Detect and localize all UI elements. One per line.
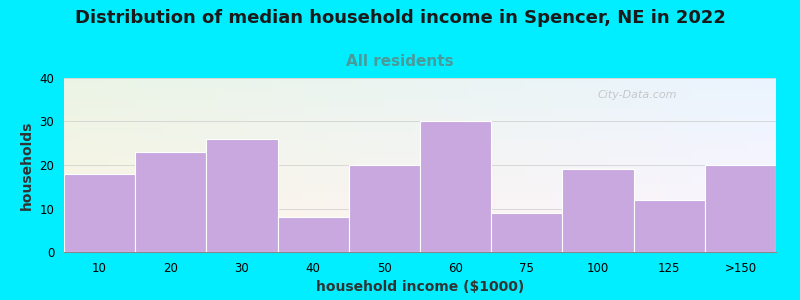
Bar xyxy=(634,200,705,252)
Y-axis label: households: households xyxy=(20,120,34,210)
Bar xyxy=(135,152,206,252)
Bar xyxy=(278,217,349,252)
Bar xyxy=(64,174,135,252)
Text: Distribution of median household income in Spencer, NE in 2022: Distribution of median household income … xyxy=(74,9,726,27)
Bar xyxy=(705,165,776,252)
Bar xyxy=(420,122,491,252)
Bar xyxy=(491,213,562,252)
X-axis label: household income ($1000): household income ($1000) xyxy=(316,280,524,294)
Text: All residents: All residents xyxy=(346,54,454,69)
Text: City-Data.com: City-Data.com xyxy=(598,90,678,100)
Bar xyxy=(349,165,420,252)
Bar xyxy=(562,169,634,252)
Bar xyxy=(206,139,278,252)
